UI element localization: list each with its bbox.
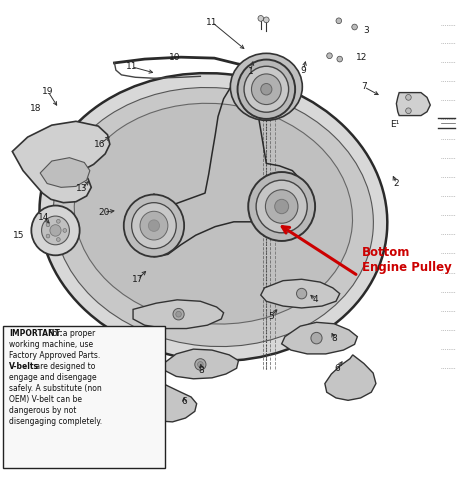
Circle shape	[132, 203, 176, 249]
Circle shape	[327, 53, 332, 59]
Text: 8: 8	[199, 366, 204, 375]
Circle shape	[261, 84, 272, 95]
Circle shape	[173, 309, 184, 320]
Polygon shape	[40, 157, 90, 187]
Text: disengaging completely.: disengaging completely.	[9, 417, 102, 426]
Text: dangerous by not: dangerous by not	[9, 406, 76, 415]
Text: IMPORTANT:: IMPORTANT:	[9, 329, 63, 338]
Circle shape	[198, 361, 203, 367]
Circle shape	[337, 56, 343, 62]
Ellipse shape	[74, 103, 353, 324]
Circle shape	[244, 66, 289, 112]
Text: 2: 2	[393, 179, 399, 188]
Circle shape	[252, 74, 281, 105]
Text: 18: 18	[30, 104, 41, 113]
Text: Bottom
Engine Pulley: Bottom Engine Pulley	[362, 245, 452, 274]
Circle shape	[297, 288, 307, 299]
Circle shape	[406, 108, 411, 114]
Text: 11: 11	[206, 18, 218, 27]
Text: 14: 14	[38, 213, 49, 222]
Ellipse shape	[230, 53, 302, 120]
Circle shape	[256, 180, 307, 233]
Circle shape	[275, 199, 289, 214]
Text: 8: 8	[331, 334, 337, 343]
Circle shape	[352, 24, 357, 30]
Circle shape	[311, 332, 322, 344]
Text: 7: 7	[361, 83, 367, 91]
Text: 5: 5	[268, 312, 274, 321]
Polygon shape	[133, 300, 224, 328]
Text: 1: 1	[248, 67, 254, 76]
Circle shape	[406, 95, 411, 100]
Text: 13: 13	[76, 184, 88, 193]
Text: 20: 20	[98, 208, 109, 217]
Text: 6: 6	[335, 364, 340, 373]
Text: 3: 3	[364, 26, 370, 35]
Polygon shape	[325, 355, 376, 400]
Polygon shape	[139, 381, 197, 422]
Circle shape	[124, 194, 184, 257]
Circle shape	[46, 234, 50, 238]
Text: 15: 15	[13, 231, 24, 240]
Ellipse shape	[54, 87, 374, 347]
Text: 11: 11	[126, 62, 137, 71]
Circle shape	[237, 60, 295, 119]
Polygon shape	[261, 279, 340, 308]
Circle shape	[56, 238, 60, 241]
Circle shape	[248, 172, 315, 241]
FancyBboxPatch shape	[3, 326, 165, 468]
Text: 9: 9	[301, 66, 306, 74]
Circle shape	[50, 225, 61, 236]
Ellipse shape	[39, 73, 387, 361]
Circle shape	[336, 18, 342, 24]
Text: V-belts: V-belts	[9, 362, 39, 371]
Polygon shape	[396, 93, 430, 116]
Text: 10: 10	[169, 53, 181, 61]
Text: E¹: E¹	[390, 120, 399, 129]
Text: 16: 16	[94, 140, 105, 149]
Text: 4: 4	[313, 295, 319, 304]
Circle shape	[56, 219, 60, 223]
Text: safely. A substitute (non: safely. A substitute (non	[9, 384, 102, 393]
Circle shape	[258, 15, 264, 21]
Text: 12: 12	[356, 53, 368, 61]
Text: 6: 6	[181, 397, 187, 406]
Circle shape	[265, 190, 298, 223]
Polygon shape	[12, 121, 110, 203]
Text: 19: 19	[42, 87, 54, 96]
Circle shape	[31, 205, 80, 255]
Text: For a proper: For a proper	[46, 329, 95, 338]
Text: are designed to: are designed to	[33, 362, 96, 371]
Circle shape	[195, 359, 206, 370]
Circle shape	[264, 17, 269, 23]
Polygon shape	[162, 349, 238, 379]
Circle shape	[63, 228, 67, 232]
Circle shape	[42, 216, 69, 245]
Circle shape	[46, 223, 50, 227]
Text: OEM) V-belt can be: OEM) V-belt can be	[9, 395, 82, 404]
Circle shape	[140, 211, 168, 240]
Text: 17: 17	[132, 275, 144, 284]
Circle shape	[148, 220, 160, 231]
Polygon shape	[282, 323, 357, 354]
Circle shape	[176, 312, 182, 317]
Text: working machine, use: working machine, use	[9, 340, 93, 349]
Text: engage and disengage: engage and disengage	[9, 373, 97, 382]
Text: Factory Approved Parts.: Factory Approved Parts.	[9, 351, 100, 360]
